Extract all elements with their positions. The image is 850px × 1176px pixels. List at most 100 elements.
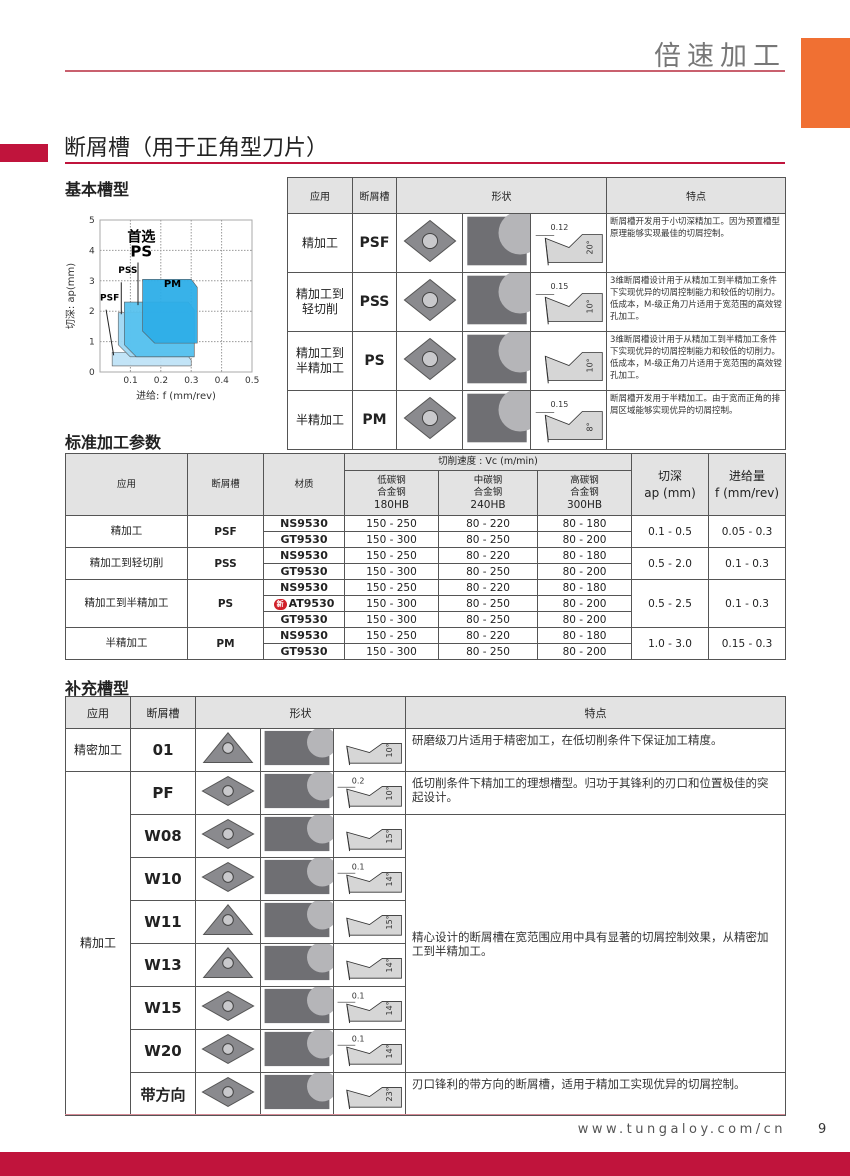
insert-photo — [466, 211, 542, 266]
supplementary-groove-table: 应用 断屑槽 形状 特点 精密加工 01 10° 研磨级刀片适用于精密加工，在低切削条件下保证… — [65, 696, 787, 1116]
col-speed: 切削速度 : Vc (m/min) — [343, 453, 633, 471]
speed-cell: 80 - 200 — [536, 611, 633, 628]
groove-cell: PSS — [187, 547, 264, 580]
insert-photo — [201, 775, 255, 807]
preferred-groove-label: PS — [130, 242, 152, 260]
region-label: PM — [164, 279, 181, 290]
groove-cell: W08 — [130, 814, 196, 858]
col-app: 应用 — [287, 177, 353, 214]
grade-cell: NS9530 — [263, 515, 345, 532]
grade-cell: GT9530 — [263, 643, 345, 660]
feature-cell: 研磨级刀片适用于精密加工，在低切削条件下保证加工精度。 — [405, 728, 787, 772]
basic-groove-table: 应用 断屑槽 形状 特点 精加工 PSF 0.12 20° 断屑槽开发用于小切深精加工。因为预置… — [287, 177, 786, 450]
y-tick-label: 4 — [89, 246, 95, 256]
table-row: 带方向 23° 刃口锋利的带方向的断屑槽，适用于精加工实现优异的切屑控制。 — [66, 1071, 787, 1116]
speed-cell: 80 - 180 — [536, 547, 633, 564]
edge-profile-diagram: 23° — [346, 1087, 402, 1110]
col-groove: 断屑槽 — [352, 177, 397, 214]
feature-cell: 3维断屑槽设计用于从精加工到半精加工条件下实现优异的切屑控制能力和较低的切削力。… — [606, 331, 786, 391]
insert-photo — [201, 990, 255, 1022]
col-feature: 特点 — [606, 177, 786, 214]
insert-photo — [201, 818, 255, 850]
table-row: W20 0.1 14° — [66, 1028, 786, 1073]
speed-cell: 80 - 250 — [438, 643, 538, 660]
groove-cell: PSS — [352, 272, 397, 332]
insert-photo — [264, 813, 338, 852]
section-divider — [65, 162, 785, 164]
table-row: GT9530 150 - 300 80 - 250 80 - 200 — [66, 643, 786, 660]
svg-text:0.15: 0.15 — [550, 400, 568, 409]
speed-cell: 150 - 300 — [344, 531, 439, 548]
edge-profile-diagram: 0.15 10° — [535, 282, 603, 325]
col-material: 中碳钢 合金钢 240HB — [438, 470, 538, 516]
insert-photo — [201, 861, 255, 893]
application-cell: 精加工 — [65, 515, 188, 548]
grade-cell: NS9530 — [263, 579, 345, 596]
table-row: 精加工到轻切削 PSS NS9530 150 - 250 80 - 220 80 - 18… — [65, 547, 787, 580]
col-shape: 形状 — [194, 696, 407, 729]
svg-text:0.1: 0.1 — [352, 1034, 365, 1043]
speed-cell: 150 - 250 — [344, 627, 439, 644]
feature-cell: 3维断屑槽设计用于从精加工到半精加工条件下实现优异的切屑控制能力和较低的切削力。… — [606, 272, 786, 332]
x-tick-label: 0.2 — [154, 376, 168, 386]
y-tick-label: 3 — [89, 277, 95, 287]
insert-photo — [403, 278, 456, 322]
edge-profile-diagram: 0.1 14° — [337, 991, 402, 1024]
groove-cell: PSF — [352, 213, 397, 273]
svg-text:0.1: 0.1 — [352, 862, 365, 871]
insert-photo — [466, 329, 542, 384]
feature-cell: 断屑槽开发用于小切深精加工。因为预置槽型原理能够实现最佳的切屑控制。 — [606, 213, 786, 273]
grade-cell: NS9530 — [263, 627, 345, 644]
col-grade: 材质 — [263, 453, 345, 516]
feed-cell: 0.1 - 0.3 — [708, 579, 787, 628]
insert-photo — [202, 904, 254, 935]
feed-cell: 0.15 - 0.3 — [708, 627, 787, 660]
x-axis-label: 进给: f (mm/rev) — [136, 389, 216, 402]
groove-cell: PM — [352, 390, 397, 450]
groove-cell: PS — [352, 331, 397, 391]
region-label: PSS — [118, 266, 137, 276]
chapter-tab — [801, 38, 850, 128]
table-row: GT9530 150 - 300 80 - 250 80 - 200 — [66, 563, 786, 580]
svg-text:10°: 10° — [385, 743, 394, 757]
application-cell: 半精加工 — [287, 390, 353, 450]
website-url[interactable]: www.tungaloy.com/cn — [577, 1122, 786, 1137]
svg-text:15°: 15° — [385, 915, 394, 929]
insert-photo — [264, 727, 338, 766]
edge-profile-diagram: 0.12 20° — [535, 223, 603, 266]
speed-cell: 80 - 250 — [438, 595, 538, 612]
insert-photo — [202, 947, 254, 978]
speed-cell: 150 - 300 — [344, 595, 439, 612]
table-row: 半精加工 PM 0.15 8° 断屑槽开发用于半精加工。由于宽而正角的排屑区域能够实现优… — [287, 388, 786, 450]
footer-divider — [65, 1114, 785, 1115]
insert-photo — [466, 270, 542, 325]
ap-cell: 0.1 - 0.5 — [631, 515, 710, 548]
new-badge: 新 — [273, 598, 287, 610]
feature-cell: 断屑槽开发用于半精加工。由于宽而正角的排屑区域能够实现优异的切屑控制。 — [606, 390, 786, 450]
feature-cell: 刃口锋利的带方向的断屑槽，适用于精加工实现优异的切屑控制。 — [405, 1072, 787, 1116]
application-cell: 精加工到半精加工 — [287, 331, 353, 391]
grade-cell: GT9530 — [263, 611, 345, 628]
speed-cell: 150 - 300 — [344, 611, 439, 628]
feed-cell: 0.05 - 0.3 — [708, 515, 787, 548]
col-app: 应用 — [65, 453, 188, 516]
groove-cell: W20 — [130, 1029, 196, 1073]
insert-photo — [403, 337, 456, 381]
svg-text:14°: 14° — [385, 1001, 394, 1015]
insert-photo — [403, 396, 456, 440]
table-row: 精加工 PSF 0.12 20° 断屑槽开发用于小切深精加工。因为预置槽型原理能够实现最… — [287, 211, 786, 273]
svg-text:8°: 8° — [585, 422, 594, 431]
x-tick-label: 0.5 — [245, 376, 259, 386]
grade-cell: 新 AT9530 — [263, 595, 345, 612]
cutting-params-table: 应用 断屑槽 材质 切削速度 : Vc (m/min) 切深 ap (mm) 进给量 f (m… — [65, 453, 787, 660]
svg-text:0.1: 0.1 — [352, 991, 365, 1000]
groove-cell: W11 — [130, 900, 196, 944]
supp-title: 补充槽型 — [65, 679, 130, 698]
groove-cell: PM — [187, 627, 264, 660]
speed-cell: 150 - 250 — [344, 547, 439, 564]
svg-text:14°: 14° — [385, 958, 394, 972]
speed-cell: 80 - 180 — [536, 579, 633, 596]
speed-cell: 80 - 200 — [536, 643, 633, 660]
application-cell: 半精加工 — [65, 627, 188, 660]
table-row: 精加工 PSF NS9530 150 - 250 80 - 220 80 - 180 0.1… — [65, 515, 787, 548]
